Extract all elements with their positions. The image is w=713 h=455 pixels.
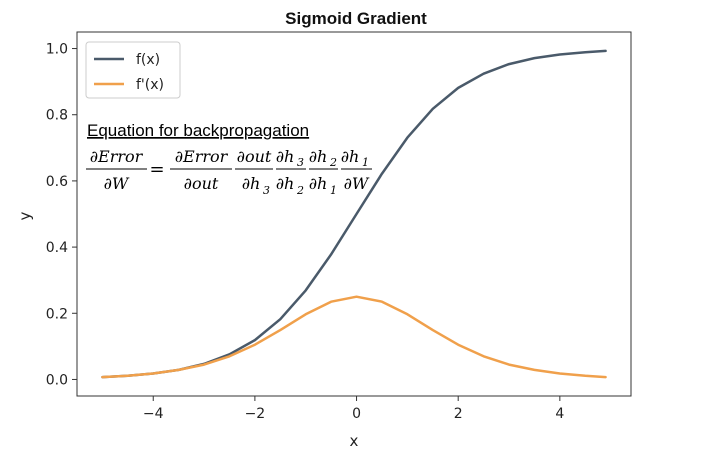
eq-f5-num-subscript: 1 xyxy=(362,156,369,169)
eq-f3-numerator: ∂h xyxy=(276,147,295,166)
y-tick-label: 0.6 xyxy=(46,174,68,190)
eq-f3-num-subscript: 3 xyxy=(297,156,304,169)
eq-f3-den-subscript: 2 xyxy=(296,184,304,197)
y-tick-label: 1.0 xyxy=(46,42,68,58)
eq-f4-den-subscript: 1 xyxy=(330,184,337,197)
y-tick-label: 0.4 xyxy=(46,240,68,256)
eq-lhs-numerator: ∂Error xyxy=(90,147,144,166)
y-tick-label: 0.2 xyxy=(46,306,68,322)
x-tick-label: 2 xyxy=(454,406,463,422)
x-tick-label: 0 xyxy=(352,406,361,422)
eq-f2-denominator: ∂h xyxy=(242,174,261,193)
eq-f5-numerator: ∂h xyxy=(341,147,360,166)
chart-title: Sigmoid Gradient xyxy=(285,9,427,28)
eq-f4-numerator: ∂h xyxy=(309,147,328,166)
legend-label-fx: f(x) xyxy=(136,52,160,68)
eq-f1-numerator: ∂Error xyxy=(175,147,229,166)
eq-lhs-denominator: ∂W xyxy=(104,174,130,193)
series-line-dfx xyxy=(101,295,607,379)
eq-f1-denominator: ∂out xyxy=(184,174,219,193)
legend-label-dfx: f'(x) xyxy=(136,77,164,93)
eq-f5-denominator: ∂W xyxy=(344,174,370,193)
eq-f2-den-subscript: 3 xyxy=(263,184,270,197)
x-tick-label: −4 xyxy=(143,406,164,422)
y-axis-label: y xyxy=(16,211,34,220)
y-tick-label: 0.8 xyxy=(46,108,68,124)
y-axis-ticks: 0.0 0.2 0.4 0.6 0.8 1.0 xyxy=(46,42,77,388)
x-axis-ticks: −4 −2 0 2 4 xyxy=(143,396,564,422)
eq-f3-denominator: ∂h xyxy=(276,174,295,193)
eq-f4-num-subscript: 2 xyxy=(329,156,337,169)
equation-heading: Equation for backpropagation xyxy=(87,121,309,140)
y-tick-label: 0.0 xyxy=(46,372,68,388)
x-axis-label: x xyxy=(350,432,359,450)
eq-f2-numerator: ∂out xyxy=(237,147,272,166)
legend-frame xyxy=(85,41,181,99)
equation-annotation: Equation for backpropagation ∂Error ∂W =… xyxy=(86,121,372,197)
x-tick-label: 4 xyxy=(555,406,564,422)
eq-f4-denominator: ∂h xyxy=(309,174,328,193)
series-layer xyxy=(101,49,607,379)
legend: f(x) f'(x) xyxy=(85,41,181,99)
eq-equals: = xyxy=(149,159,164,180)
x-tick-label: −2 xyxy=(245,406,266,422)
